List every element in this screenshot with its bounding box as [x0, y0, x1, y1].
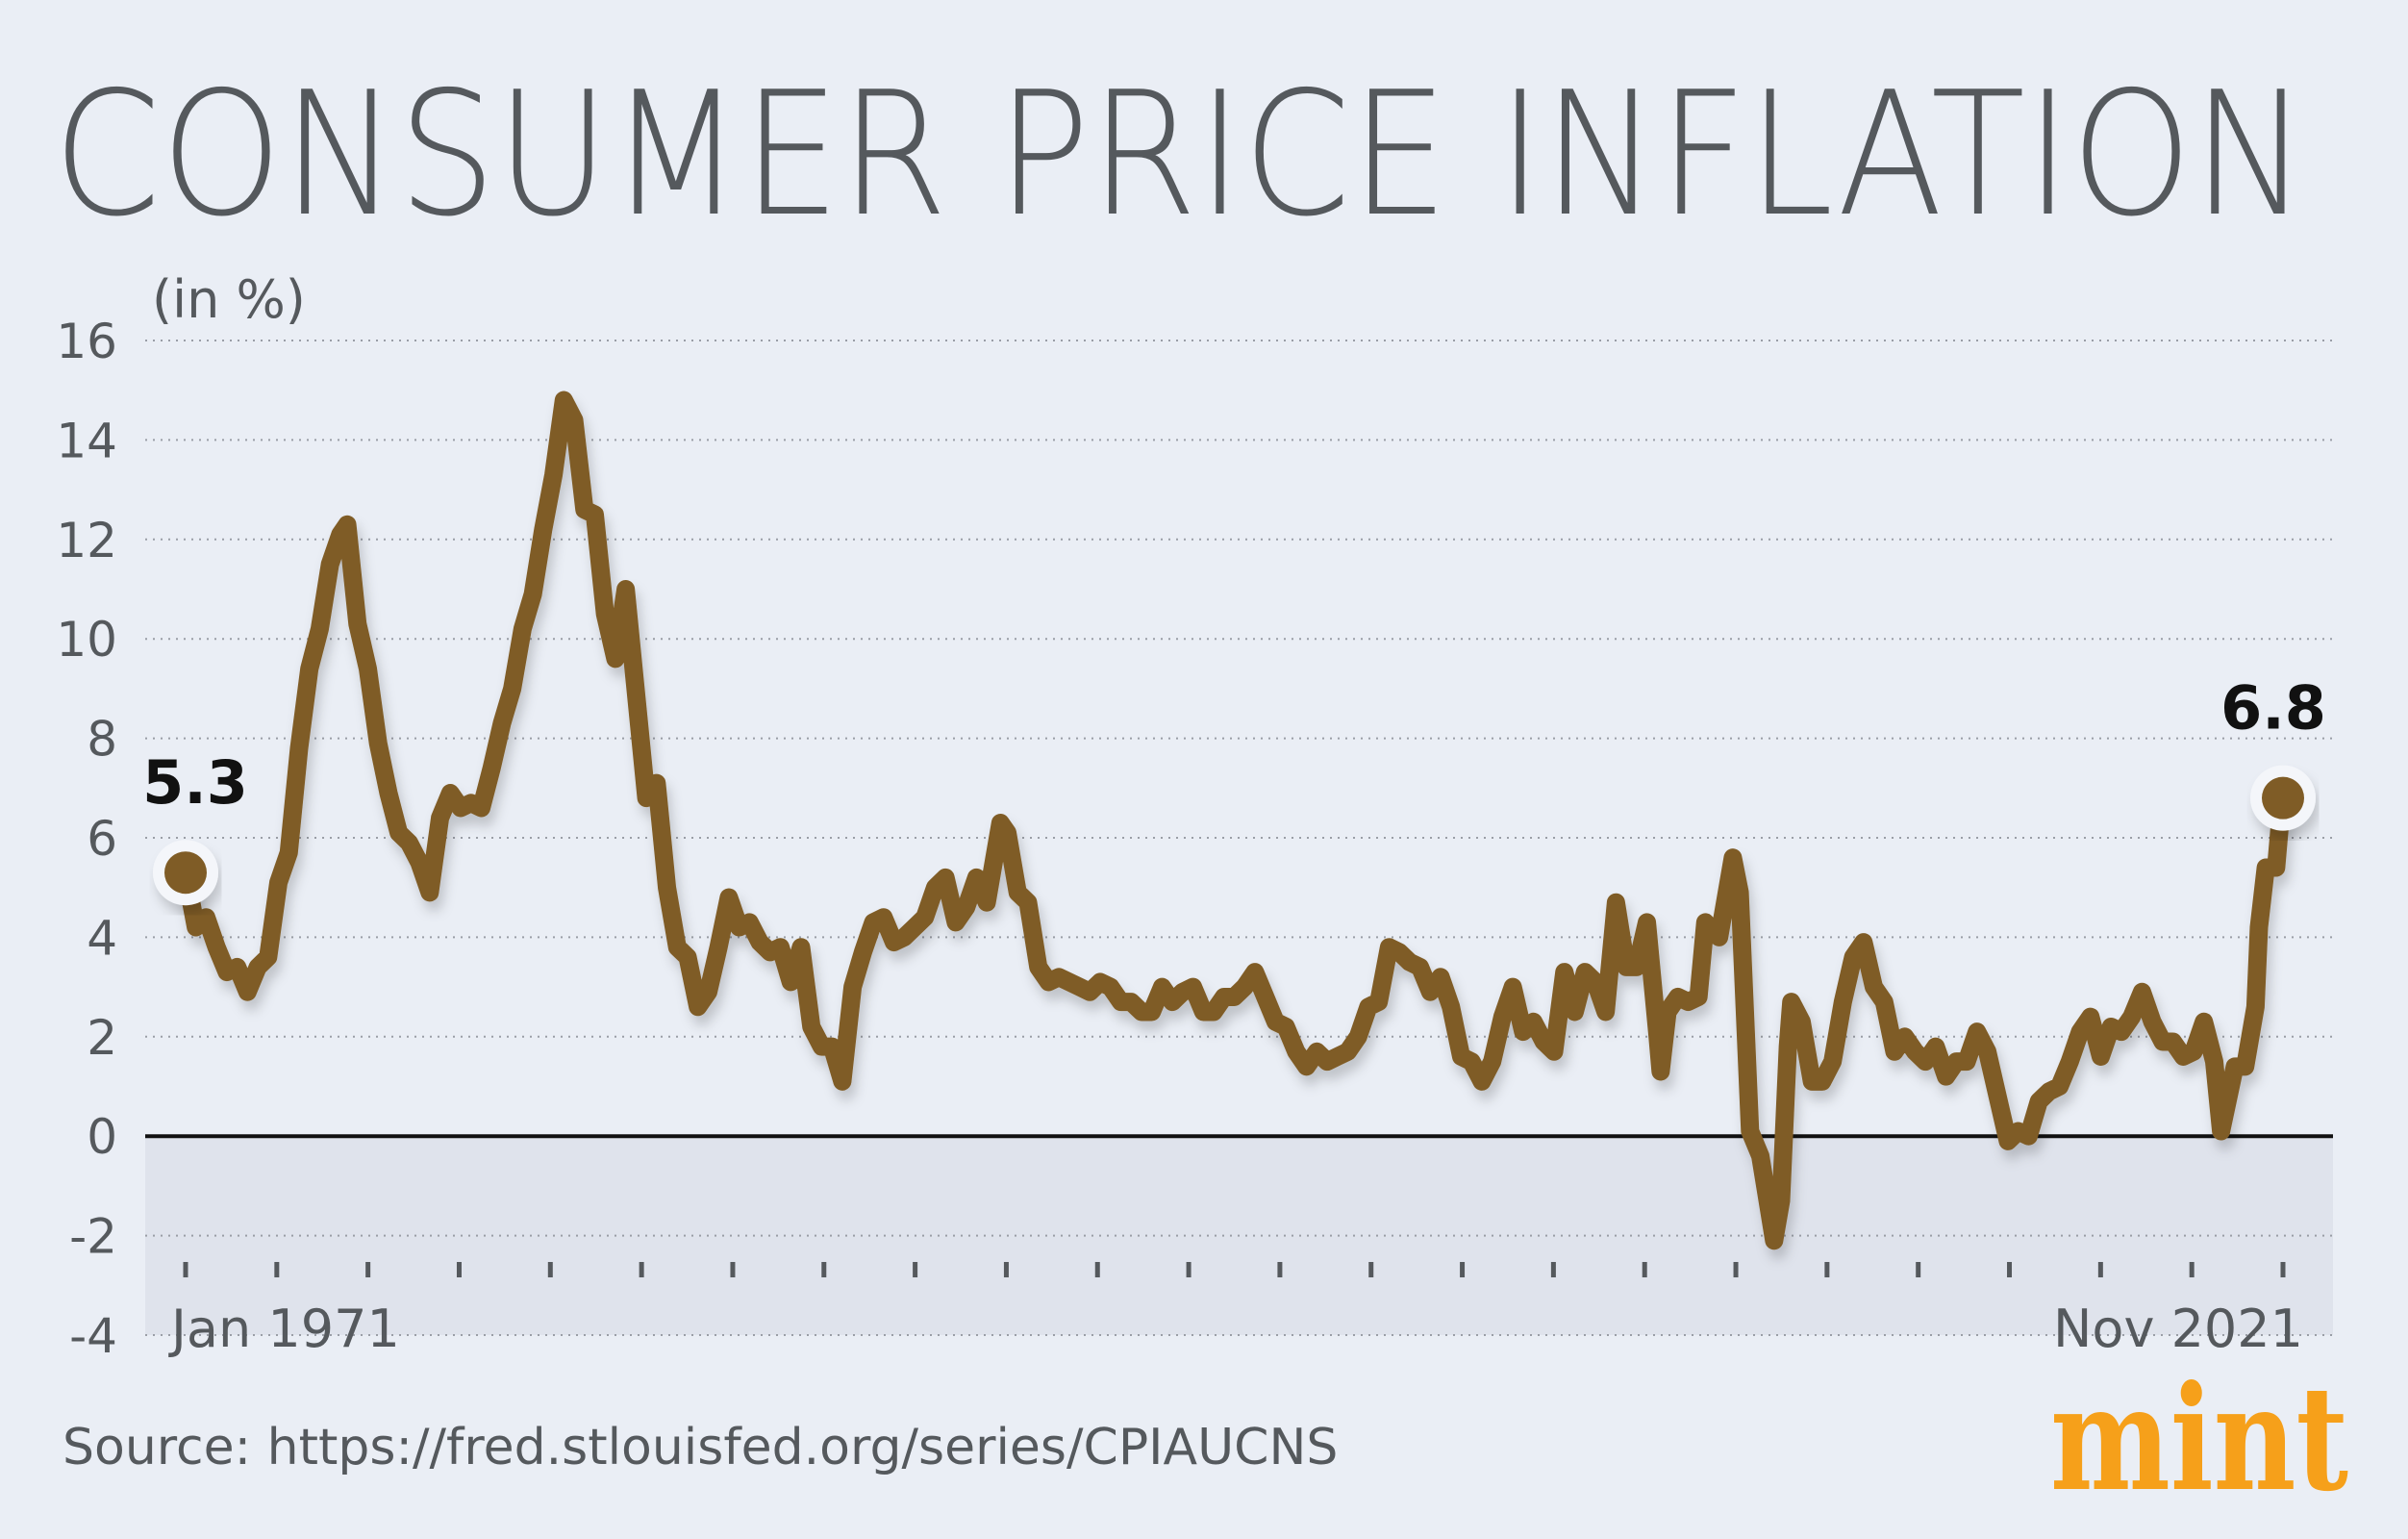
y-tick-label: 16: [56, 314, 117, 369]
y-tick-label: 12: [56, 513, 117, 568]
x-axis-ticks: [183, 1262, 2286, 1277]
y-tick-label: -2: [69, 1209, 117, 1265]
chart-title: CONSUMER PRICE INFLATION: [53, 55, 2308, 254]
y-tick-label: 0: [87, 1109, 117, 1165]
annotation-dot: [2262, 776, 2304, 820]
x-label-first: Jan 1971: [168, 1299, 400, 1359]
x-label-last: Nov 2021: [2053, 1299, 2303, 1359]
y-tick-label: 10: [56, 612, 117, 668]
gridlines: [145, 340, 2333, 1336]
y-tick-label: 2: [87, 1010, 117, 1066]
annotations: 5.3 6.8: [142, 673, 2326, 906]
y-tick-label: 8: [87, 712, 117, 768]
source-text: Source: https://fred.stlouisfed.org/seri…: [63, 1419, 1338, 1476]
annotation-label: 5.3: [142, 747, 248, 818]
y-tick-label: 6: [87, 811, 117, 867]
mint-logo: mint: [2050, 1354, 2348, 1524]
y-axis-unit-label: (in %): [152, 269, 306, 330]
series-line: [176, 391, 2293, 1250]
y-tick-label: 4: [87, 910, 117, 966]
y-tick-label: -4: [69, 1308, 117, 1364]
annotation-label: 6.8: [2220, 673, 2326, 744]
annotation-dot: [164, 851, 207, 895]
y-tick-label: 14: [56, 413, 117, 468]
y-axis-ticks: 16 14 12 10 8 6 4 2 0 -2 -4: [56, 314, 117, 1364]
